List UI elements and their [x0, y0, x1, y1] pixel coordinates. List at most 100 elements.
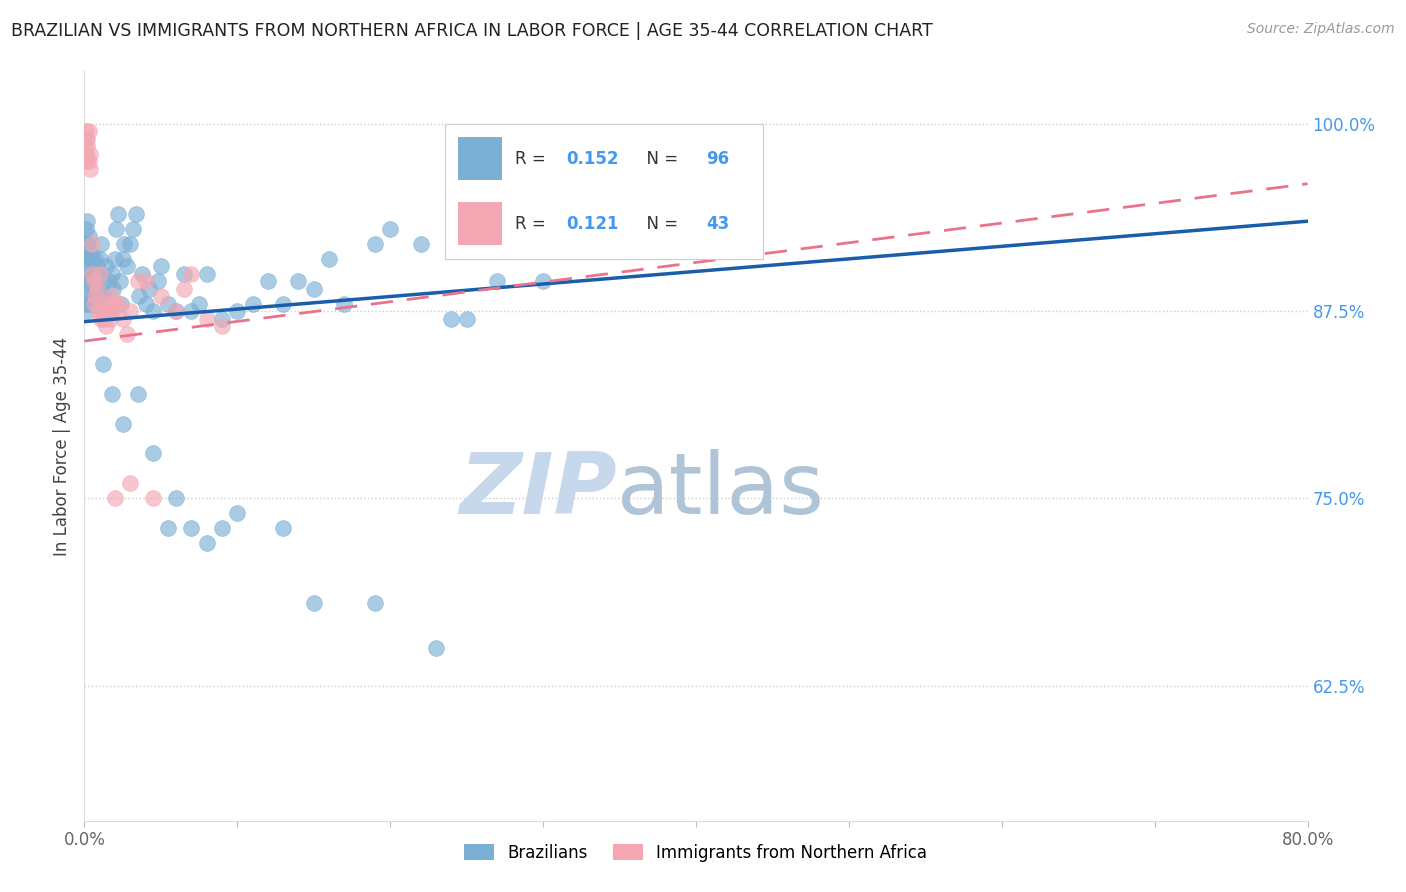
Point: [76, 214, 98, 228]
Point: [87, 296, 110, 310]
Point: [131, 267, 153, 281]
Point: [146, 274, 169, 288]
Text: ZIP: ZIP: [458, 450, 616, 533]
Point: [79, 289, 101, 303]
Y-axis label: In Labor Force | Age 35-44: In Labor Force | Age 35-44: [53, 336, 72, 556]
Text: Source: ZipAtlas.com: Source: ZipAtlas.com: [1247, 22, 1395, 37]
Point: [84, 252, 107, 266]
Point: [75, 296, 97, 310]
Point: [111, 252, 134, 266]
Point: [173, 267, 195, 281]
Point: [96, 296, 118, 310]
Point: [104, 296, 127, 310]
Point: [318, 252, 340, 266]
Point: [89, 252, 111, 266]
Point: [127, 386, 149, 401]
Point: [75, 274, 97, 288]
Point: [75, 146, 97, 161]
Point: [80, 252, 103, 266]
Point: [127, 274, 149, 288]
Point: [77, 154, 100, 169]
Point: [77, 274, 100, 288]
Point: [287, 274, 309, 288]
Point: [80, 296, 103, 310]
Point: [120, 236, 142, 251]
Point: [83, 267, 105, 281]
Point: [84, 289, 107, 303]
Point: [111, 417, 134, 431]
Point: [101, 267, 124, 281]
Point: [90, 311, 112, 326]
Point: [104, 491, 127, 506]
Point: [101, 386, 124, 401]
Point: [211, 319, 233, 334]
Point: [380, 221, 402, 235]
Point: [135, 296, 157, 310]
Point: [107, 207, 129, 221]
Point: [89, 289, 111, 303]
Point: [93, 289, 115, 303]
Point: [456, 311, 478, 326]
Point: [165, 304, 187, 318]
Point: [98, 311, 121, 326]
Point: [271, 521, 294, 535]
Point: [86, 259, 108, 273]
Point: [75, 124, 97, 138]
Point: [86, 282, 108, 296]
Point: [103, 282, 125, 296]
Point: [79, 267, 101, 281]
Point: [97, 274, 120, 288]
Point: [77, 252, 100, 266]
Point: [531, 274, 554, 288]
Point: [188, 296, 211, 310]
Point: [97, 296, 120, 310]
Point: [75, 252, 97, 266]
Point: [195, 311, 218, 326]
Point: [91, 274, 114, 288]
Point: [91, 304, 114, 318]
Point: [103, 304, 125, 318]
Point: [110, 296, 132, 310]
Point: [86, 282, 108, 296]
Point: [75, 236, 97, 251]
Point: [80, 274, 103, 288]
Point: [76, 282, 98, 296]
Point: [76, 304, 98, 318]
Point: [409, 236, 432, 251]
Point: [107, 296, 129, 310]
Point: [120, 476, 142, 491]
Point: [138, 282, 160, 296]
Point: [486, 274, 509, 288]
Point: [115, 326, 138, 341]
Point: [76, 236, 98, 251]
Point: [302, 596, 325, 610]
Point: [87, 267, 110, 281]
Point: [226, 507, 249, 521]
Point: [112, 236, 135, 251]
Point: [157, 521, 180, 535]
Point: [98, 304, 121, 318]
Point: [115, 259, 138, 273]
Point: [180, 304, 202, 318]
Point: [242, 296, 264, 310]
Point: [76, 132, 98, 146]
Point: [173, 282, 195, 296]
Point: [89, 267, 111, 281]
Point: [79, 244, 101, 259]
Point: [77, 229, 100, 244]
Point: [440, 311, 463, 326]
Point: [211, 311, 233, 326]
Text: atlas: atlas: [616, 450, 824, 533]
Point: [226, 304, 249, 318]
Point: [180, 521, 202, 535]
Point: [76, 154, 98, 169]
Point: [195, 267, 218, 281]
Point: [165, 491, 187, 506]
Point: [257, 274, 280, 288]
Point: [425, 641, 447, 656]
Point: [83, 274, 105, 288]
Point: [76, 259, 98, 273]
Point: [105, 221, 128, 235]
Legend: Brazilians, Immigrants from Northern Africa: Brazilians, Immigrants from Northern Afr…: [458, 838, 934, 869]
Point: [142, 491, 165, 506]
